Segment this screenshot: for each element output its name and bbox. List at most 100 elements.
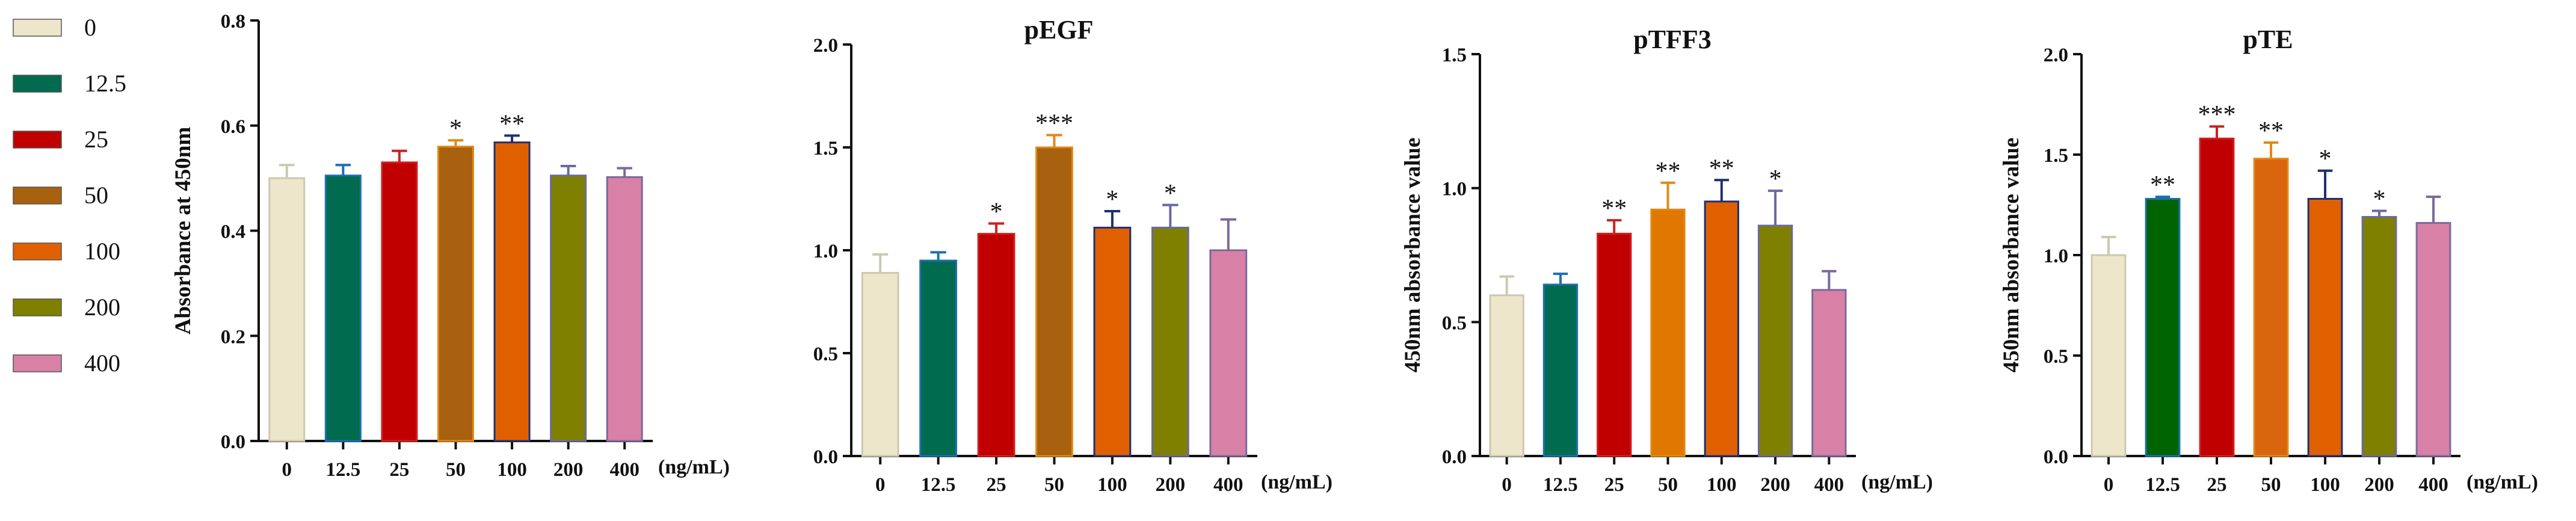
- legend-swatch-400: [13, 354, 62, 372]
- x-tick-label: 200: [1760, 474, 1790, 496]
- bar-0: [268, 177, 306, 442]
- bar-400: [1209, 249, 1248, 457]
- significance-label: **: [2150, 171, 2175, 199]
- x-tick-label: 12.5: [2145, 474, 2180, 496]
- y-tick-label: 0.5: [2044, 346, 2068, 368]
- legend-swatch-12.5: [13, 75, 62, 93]
- significance-label: *: [1164, 180, 1177, 208]
- chart-title: pTFF3: [1633, 25, 1712, 54]
- x-tick-label: 400: [609, 459, 639, 481]
- y-tick-label: 0.5: [813, 344, 838, 365]
- legend: 0 12.5 25 50 100 200 400: [13, 14, 126, 377]
- x-axis-unit: (ng/mL): [1861, 471, 1933, 493]
- significance-label: *: [990, 199, 1003, 226]
- bar-25: [381, 161, 418, 442]
- bar-25: [977, 233, 1015, 457]
- bar-200: [2361, 216, 2397, 457]
- significance-label: *: [2373, 186, 2386, 214]
- x-tick-label: 12.5: [325, 459, 360, 481]
- x-axis-unit: (ng/mL): [1261, 471, 1333, 493]
- y-tick-label: 0.8: [221, 11, 245, 32]
- x-axis-unit: (ng/mL): [2467, 471, 2538, 493]
- y-tick-label: 2.0: [2044, 45, 2068, 66]
- bar-50: [1650, 208, 1686, 457]
- chart-panel-4: 0.0 0.5 1.0 1.5 2.0 0 12.5 ** 25 *** 50 ** 100 * 200 * 4…: [1999, 25, 2538, 496]
- bar-100: [493, 141, 531, 442]
- y-tick-label: 0.6: [221, 116, 245, 138]
- x-tick-label: 12.5: [1543, 474, 1578, 496]
- x-tick-label: 50: [1044, 474, 1064, 496]
- bar-25: [1597, 232, 1632, 457]
- bar-400: [606, 176, 643, 442]
- significance-label: **: [1709, 155, 1734, 182]
- bar-0: [2091, 254, 2127, 457]
- significance-label: *: [1106, 186, 1118, 214]
- x-tick-label: 25: [2207, 474, 2227, 496]
- x-axis-unit: (ng/mL): [658, 456, 730, 478]
- legend-label-200: 200: [84, 294, 120, 321]
- chart-title: pTE: [2243, 25, 2293, 54]
- bar-50: [437, 146, 475, 442]
- x-tick-label: 50: [1658, 474, 1678, 496]
- charts: 0.00.20.40.60.80 12.5 25 50*100**200 400 (ng/…: [171, 11, 2538, 496]
- x-tick-label: 25: [389, 459, 409, 481]
- significance-label: **: [1656, 158, 1681, 185]
- y-tick-label: 0.2: [221, 326, 245, 348]
- bar-50: [1035, 146, 1073, 457]
- legend-label-50: 50: [84, 182, 108, 209]
- x-tick-label: 50: [446, 459, 466, 481]
- y-tick-label: 0.4: [221, 221, 245, 243]
- bar-200: [1151, 226, 1189, 457]
- y-axis-label: 450nm absorbance value: [1400, 138, 1425, 373]
- x-tick-label: 0: [875, 474, 886, 496]
- x-tick-label: 100: [1097, 474, 1127, 496]
- y-tick-label: 0.0: [221, 431, 245, 453]
- y-tick-label: 2.0: [813, 35, 838, 57]
- bar-400: [1811, 289, 1847, 457]
- bar-0: [1489, 294, 1524, 457]
- legend-label-100: 100: [84, 238, 120, 265]
- y-tick-label: 1.5: [2044, 145, 2068, 167]
- bar-25: [2199, 137, 2235, 457]
- significance-label: **: [499, 110, 525, 138]
- y-tick-label: 0.5: [1442, 312, 1467, 334]
- x-tick-label: 100: [497, 459, 527, 481]
- significance-label: **: [2258, 117, 2284, 145]
- legend-swatch-50: [13, 187, 62, 205]
- x-tick-label: 400: [1213, 474, 1243, 496]
- x-tick-label: 12.5: [921, 474, 956, 496]
- significance-label: **: [1601, 195, 1627, 223]
- x-tick-label: 25: [987, 474, 1006, 496]
- y-axis-label: Absorbance at 450nm: [171, 127, 196, 335]
- y-tick-label: 0.0: [2044, 446, 2068, 468]
- x-tick-label: 0: [1502, 474, 1512, 496]
- y-tick-label: 1.5: [1442, 45, 1467, 66]
- bar-12.5: [919, 259, 958, 457]
- legend-label-400: 400: [84, 350, 120, 377]
- bar-12.5: [1542, 283, 1579, 457]
- legend-swatch-100: [13, 242, 62, 260]
- significance-label: *: [449, 115, 462, 143]
- bar-100: [2307, 197, 2343, 457]
- bar-0: [861, 272, 899, 457]
- bar-12.5: [2145, 197, 2181, 457]
- y-tick-label: 1.0: [1442, 179, 1467, 200]
- significance-label: *: [1769, 165, 1782, 193]
- legend-swatch-0: [13, 19, 62, 37]
- legend-label-12.5: 12.5: [84, 70, 126, 97]
- bar-200: [1757, 224, 1793, 457]
- x-tick-label: 400: [1814, 474, 1844, 496]
- x-tick-label: 100: [1707, 474, 1737, 496]
- significance-label: *: [2319, 146, 2332, 173]
- x-tick-label: 0: [2104, 474, 2114, 496]
- significance-label: ***: [1035, 109, 1073, 137]
- legend-label-25: 25: [84, 126, 108, 153]
- x-tick-label: 200: [1156, 474, 1186, 496]
- y-tick-label: 1.0: [813, 241, 838, 262]
- bar-100: [1093, 226, 1132, 457]
- chart-panel-3: 0.0 0.5 1.0 1.5 0 12.5 25 ** 50 ** 100 ** 200 * 400 (ng…: [1400, 25, 1933, 496]
- x-tick-label: 400: [2418, 474, 2448, 496]
- y-tick-label: 1.5: [813, 138, 838, 159]
- bar-50: [2253, 158, 2289, 457]
